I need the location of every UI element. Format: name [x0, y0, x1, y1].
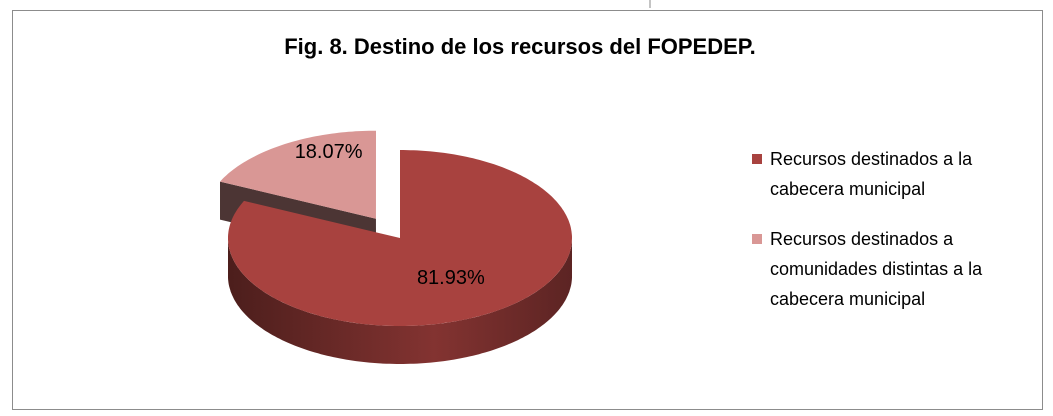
data-label: 81.93%: [417, 267, 485, 289]
pie: 81.93% 18.07%: [220, 130, 572, 364]
legend-item: Recursos destinados a la cabecera munici…: [752, 144, 1022, 204]
chart-title: Fig. 8. Destino de los recursos del FOPE…: [284, 34, 756, 59]
legend-swatch: [752, 154, 762, 164]
slice-side: [228, 238, 572, 364]
slice: [228, 150, 572, 326]
legend-item: Recursos destinados a comunidades distin…: [752, 224, 1022, 314]
legend: Recursos destinados a la cabecera munici…: [752, 144, 1022, 334]
legend-swatch: [752, 234, 762, 244]
legend-label: Recursos destinados a comunidades distin…: [770, 229, 983, 309]
data-label: 18.07%: [295, 141, 363, 163]
legend-label: Recursos destinados a la cabecera munici…: [770, 149, 973, 199]
slice: [220, 130, 376, 219]
chart-border: [12, 10, 1043, 410]
